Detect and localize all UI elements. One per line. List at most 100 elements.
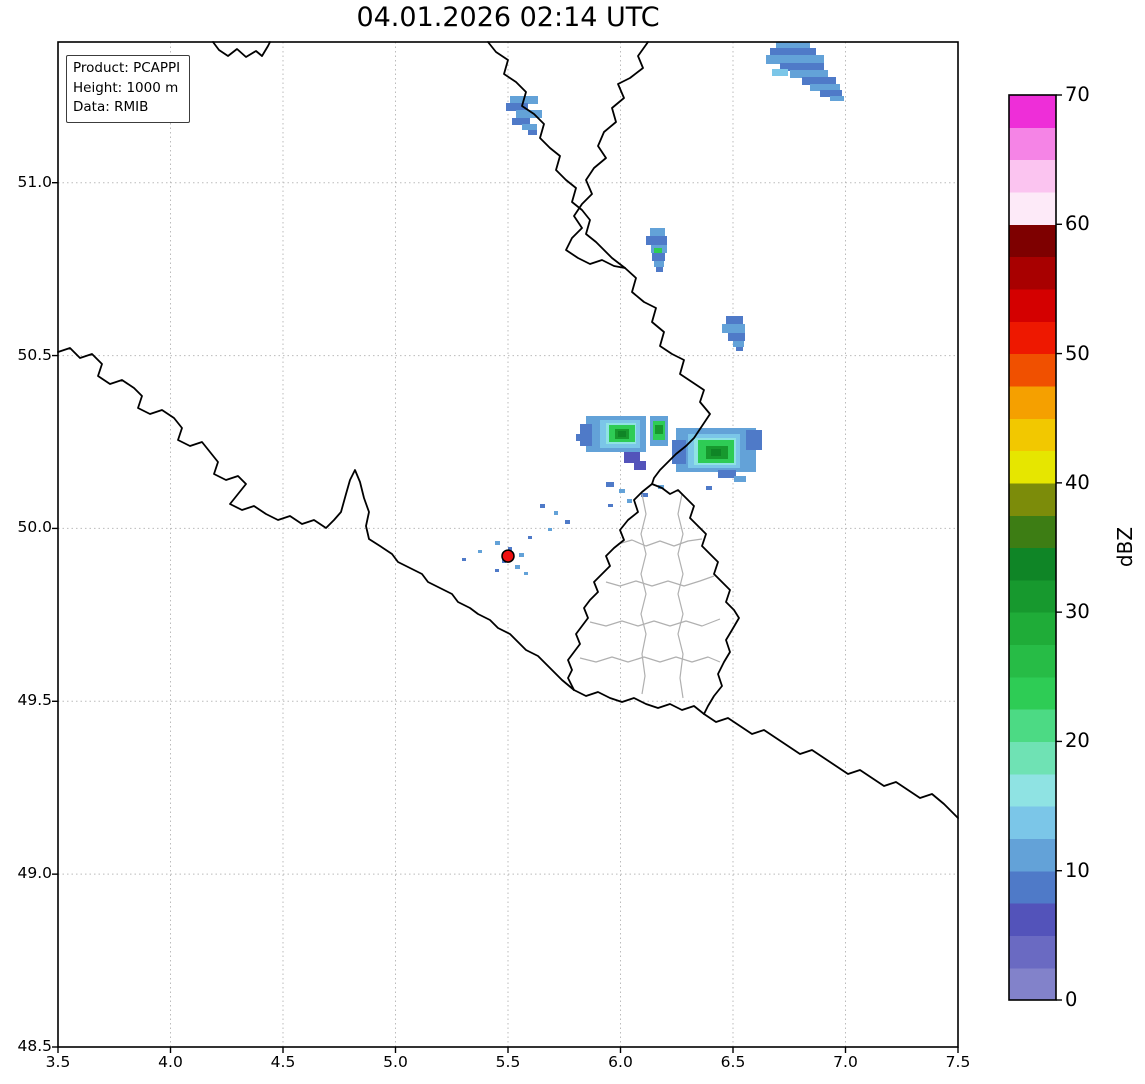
x-tick-label: 4.5 [270, 1053, 296, 1071]
x-tick-label: 5.5 [495, 1053, 521, 1071]
echo-pixel [776, 42, 810, 49]
echo-pixel [748, 454, 756, 470]
x-tick-label: 4.0 [158, 1053, 183, 1071]
colorbar-band [1009, 224, 1056, 258]
canton-line-6 [677, 493, 684, 699]
echo-pixel [652, 253, 665, 261]
y-tick-label: 51.0 [17, 172, 52, 191]
echo-pixel [746, 430, 762, 450]
colorbar-tick-label: 0 [1065, 988, 1078, 1011]
lu-fr-border [573, 689, 705, 715]
echo-pixel [736, 347, 743, 351]
echo-cell-west [576, 416, 646, 452]
echo-pixel [726, 316, 743, 324]
x-tick-label: 6.0 [608, 1053, 633, 1071]
nl-be-border-east [487, 41, 626, 269]
echo-pixel [608, 504, 613, 507]
echo-pixel [654, 248, 662, 254]
echo-pixel [641, 493, 648, 497]
colorbar-tick-label: 20 [1065, 729, 1090, 753]
echo-pixel [810, 84, 840, 91]
echo-pixel [519, 553, 524, 557]
echo-pixel [515, 565, 520, 569]
colorbar-band [1009, 450, 1056, 484]
colorbar-band [1009, 741, 1056, 775]
nl-de-border [565, 41, 649, 269]
radar-site-marker [501, 549, 515, 563]
colorbar-tick-label: 50 [1065, 341, 1090, 365]
colorbar-band [1009, 321, 1056, 355]
canton-line-2 [605, 575, 715, 587]
canton-line-1 [617, 538, 703, 547]
colorbar-band [1009, 870, 1056, 904]
echo-pixel [528, 130, 537, 135]
colorbar-band [1009, 612, 1056, 646]
echo-cluster-east-small [722, 316, 745, 351]
echo-pixel [524, 572, 528, 575]
echo-pixel [506, 103, 528, 111]
be-de-border [624, 267, 711, 485]
colorbar-band [1009, 385, 1056, 419]
echo-pixel [790, 70, 828, 78]
echo-pixel [495, 541, 500, 545]
colorbar-tick-label: 10 [1065, 858, 1090, 882]
echo-pixel [770, 48, 816, 56]
plot-background [58, 42, 958, 1047]
echo-pixel [634, 461, 646, 470]
colorbar-band [1009, 579, 1056, 613]
echo-pixel [624, 452, 640, 463]
echo-pixel [646, 236, 667, 245]
be-fr-border [57, 347, 575, 691]
echo-cluster-northeast [766, 42, 844, 101]
y-tick-label: 50.5 [17, 345, 52, 364]
colorbar-frame [1008, 94, 1057, 1001]
info-box: Product: PCAPPI Height: 1000 m Data: RMI… [66, 55, 191, 123]
echo-pixel [548, 528, 552, 531]
y-tick-label: 48.5 [17, 1037, 52, 1055]
colorbar-band [1009, 127, 1056, 161]
echo-pixel [706, 486, 712, 490]
echo-pixel [722, 324, 745, 333]
be-lu-border [567, 483, 653, 691]
echo-pixel [565, 520, 570, 524]
echo-pixel [766, 55, 824, 64]
echo-pixel [516, 110, 542, 118]
colorbar-band [1009, 515, 1056, 549]
colorbar-tick-label: 70 [1065, 83, 1090, 106]
colorbar-band [1009, 806, 1056, 839]
colorbar-band [1009, 547, 1056, 581]
echo-pixel [820, 90, 842, 97]
canton-line-4 [579, 656, 721, 663]
echo-pixel [654, 261, 664, 267]
y-tick-label: 49.5 [17, 691, 52, 710]
echo-pixel [656, 267, 663, 272]
echo-pixel [733, 341, 744, 347]
nl-be-border-west-fragment [212, 41, 271, 58]
echo-pixel [576, 434, 584, 441]
echo-pixel [830, 96, 844, 101]
info-line-product: Product: PCAPPI [73, 60, 181, 76]
echo-pixel [650, 228, 665, 236]
echo-pixel [606, 482, 614, 487]
echo-pixel [522, 124, 537, 130]
colorbar-band [1009, 676, 1056, 710]
echo-pixel [718, 470, 736, 478]
x-tick-label: 7.5 [945, 1053, 971, 1071]
echo-pixel [462, 558, 466, 561]
info-line-height: Height: 1000 m [73, 79, 179, 96]
colorbar-band [1009, 838, 1056, 872]
plot-area [57, 41, 959, 1047]
echo-pixel [478, 550, 482, 553]
echo-pixel [554, 511, 558, 515]
lu-de-border [651, 483, 740, 715]
echo-pixel [618, 431, 626, 437]
echo-pixel [802, 77, 836, 85]
colorbar-tick-label: 40 [1065, 470, 1090, 494]
colorbar-band [1009, 709, 1056, 743]
canton-line-3 [589, 618, 721, 627]
x-tick-label: 7.0 [833, 1053, 858, 1071]
colorbar-band [1009, 353, 1056, 387]
info-line-data: Data: RMIB [73, 99, 149, 116]
echo-dark-patch [624, 452, 646, 470]
echo-pixel [540, 504, 545, 508]
